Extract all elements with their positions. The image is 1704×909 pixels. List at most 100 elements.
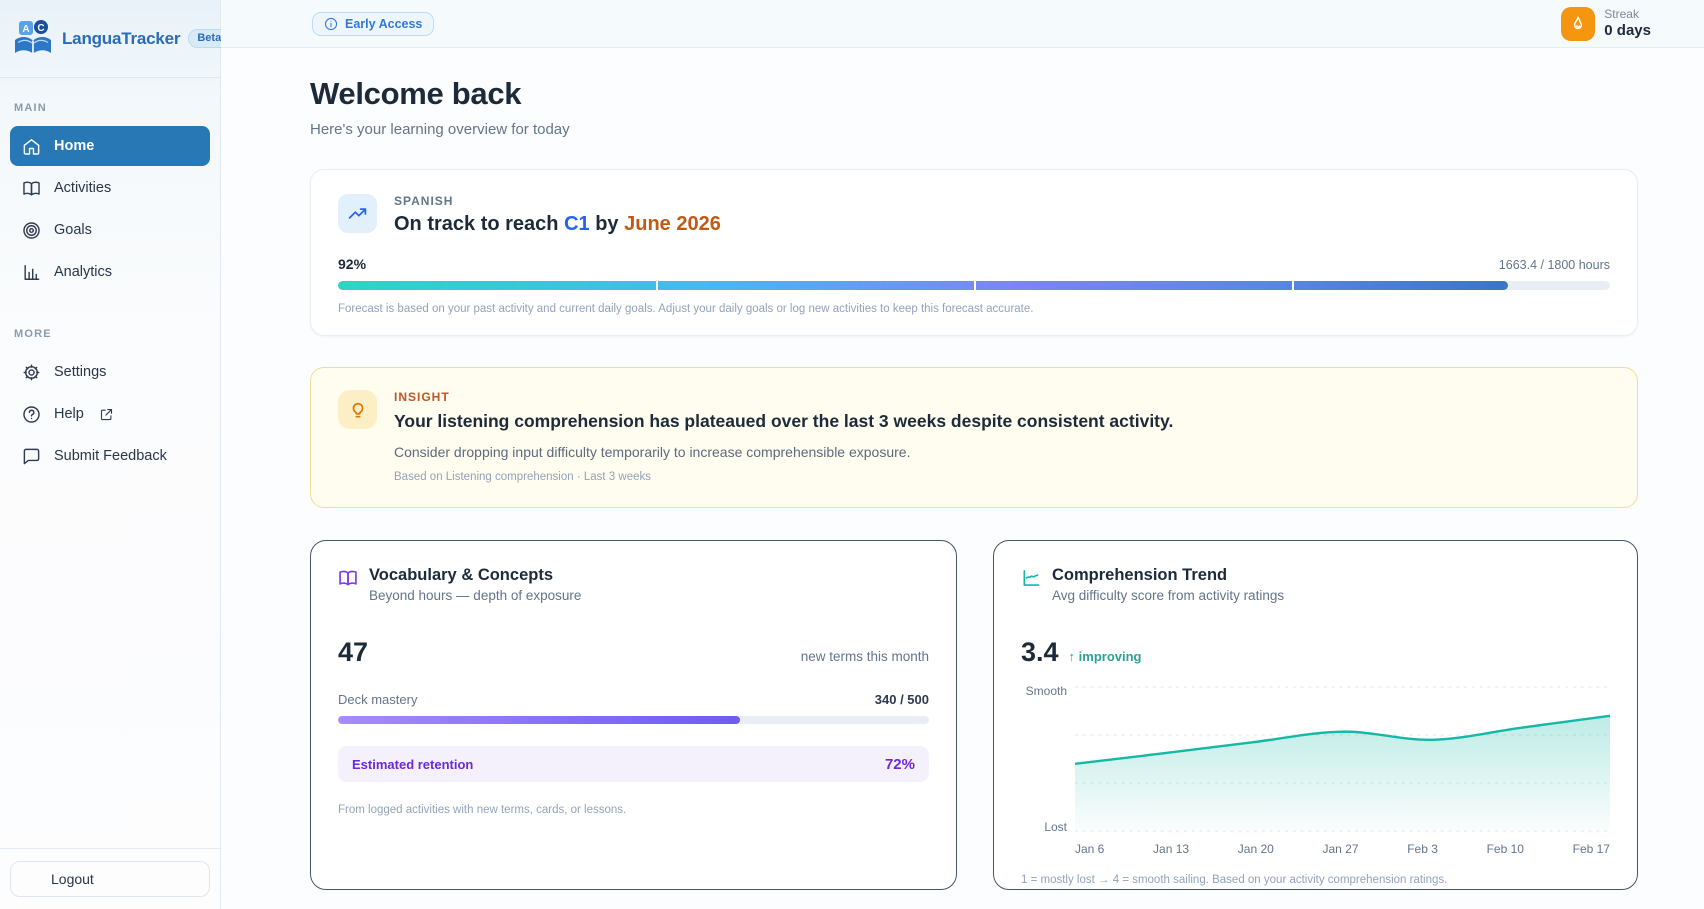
app-title: LanguaTracker [62,28,181,48]
trend-card: Comprehension Trend Avg difficulty score… [993,540,1638,890]
progress-separator [656,281,658,290]
line-chart-icon [1023,570,1040,586]
trend-chart-svg [1075,686,1610,832]
page-subtitle: Here's your learning overview for today [310,121,570,138]
forecast-percent: 92% [338,256,367,272]
early-access-badge[interactable]: Early Access [312,11,435,36]
vocab-subtitle: Beyond hours — depth of exposure [369,588,582,603]
forecast-progress-fill [338,281,1509,290]
streak-widget: Streak 0 days [1561,6,1651,41]
home-icon [23,138,40,155]
trend-chart: Smooth Lost [1021,684,1610,834]
forecast-headline: On track to reach C1 by June 2026 [394,213,721,236]
sidebar-item-label: Goals [54,222,92,238]
sidebar-item-label: Submit Feedback [54,448,167,464]
forecast-language: SPANISH [394,194,454,208]
vocab-title: Vocabulary & Concepts [369,566,553,584]
gear-icon [23,364,40,380]
sidebar-nav: MAIN Home Activities Goals Analytics MOR… [0,78,220,848]
nav-section-more: MORE [14,328,52,340]
sidebar-item-settings[interactable]: Settings [10,352,210,392]
y-axis-top-label: Smooth [1025,684,1067,698]
insight-source: Based on Listening comprehension · Last … [394,471,651,483]
x-tick-label: Jan 6 [1075,842,1105,856]
deck-mastery-label: Deck mastery [338,692,418,707]
sidebar-item-goals[interactable]: Goals [10,210,210,250]
main-content: Early Access Streak 0 days Welcome back … [221,0,1704,909]
sidebar: A C LanguaTracker Beta MAIN Home Activit… [0,0,231,909]
bar-chart-icon [24,264,40,280]
insight-headline: Your listening comprehension has plateau… [394,411,1174,431]
app-logo-icon: A C [12,18,54,60]
vocab-stat-value: 47 [338,637,369,667]
page-title: Welcome back [310,76,522,111]
insight-card: INSIGHT Your listening comprehension has… [310,367,1638,508]
flame-icon [1561,6,1596,41]
book-open-icon [23,181,40,196]
y-axis-bottom-label: Lost [1044,820,1067,834]
progress-separator [1292,281,1294,290]
forecast-level: C1 [564,213,590,235]
trend-title: Comprehension Trend [1052,566,1228,584]
deck-mastery-fill [338,716,740,724]
forecast-card: SPANISH On track to reach C1 by June 202… [310,169,1638,336]
trend-subtitle: Avg difficulty score from activity ratin… [1052,588,1285,603]
info-icon [324,17,338,30]
forecast-headline-prefix: On track to reach [394,213,559,235]
x-tick-label: Feb 3 [1407,842,1438,856]
external-link-icon [100,408,112,420]
x-axis-labels: Jan 6 Jan 13 Jan 20 Jan 27 Feb 3 Feb 10 Feb 17 [1075,842,1610,856]
page: Welcome back Here's your learning overvi… [221,48,1704,909]
sidebar-item-activities[interactable]: Activities [10,168,210,208]
progress-separator [974,281,976,290]
sidebar-item-label: Home [54,138,95,154]
logout-icon [23,871,40,888]
target-icon [23,221,40,239]
logout-label: Logout [51,871,94,887]
svg-text:C: C [37,23,44,34]
trend-stat-value: 3.4 [1021,637,1059,667]
x-tick-label: Feb 17 [1572,842,1610,856]
retention-label: Estimated retention [352,756,474,772]
forecast-headline-mid: by [595,213,619,235]
sidebar-item-help[interactable]: Help [10,394,210,434]
book-open-purple-icon [339,570,357,586]
trending-up-icon [338,194,377,233]
sidebar-item-submit-feedback[interactable]: Submit Feedback [10,436,210,476]
logo[interactable]: A C LanguaTracker Beta [0,0,231,78]
sidebar-item-label: Settings [54,364,107,380]
retention-box: Estimated retention 72% [338,746,929,782]
sidebar-item-label: Analytics [54,264,113,280]
vocab-footnote: From logged activities with new terms, c… [338,804,627,816]
x-tick-label: Jan 13 [1153,842,1190,856]
lightbulb-icon [338,390,377,429]
sidebar-item-label: Help [54,406,84,422]
deck-mastery-value: 340 / 500 [874,692,929,707]
trend-footnote: 1 = mostly lost → 4 = smooth sailing. Ba… [1021,874,1448,886]
sidebar-item-label: Activities [54,180,112,196]
trend-improving-tag: ↑ improving [1068,649,1142,664]
help-circle-icon [23,405,40,423]
forecast-progress-bar [338,281,1610,290]
message-square-icon [23,448,40,464]
streak-value: 0 days [1604,21,1651,39]
insight-suggestion: Consider dropping input difficulty tempo… [394,444,911,460]
forecast-note: Forecast is based on your past activity … [338,303,1034,315]
forecast-date: June 2026 [624,213,721,235]
sidebar-item-home[interactable]: Home [10,126,210,166]
logout-button[interactable]: Logout [10,861,210,897]
topbar: Early Access Streak 0 days [221,0,1704,48]
insight-label: INSIGHT [394,390,450,404]
nav-section-main: MAIN [14,102,47,114]
deck-mastery-bar [338,716,929,724]
sidebar-item-analytics[interactable]: Analytics [10,252,210,292]
retention-value: 72% [884,755,915,773]
streak-label: Streak [1604,6,1639,21]
x-tick-label: Jan 27 [1322,842,1359,856]
forecast-hours: 1663.4 / 1800 hours [1498,258,1610,272]
early-access-label: Early Access [345,16,423,31]
svg-text:A: A [22,24,29,35]
vocabulary-card: Vocabulary & Concepts Beyond hours — dep… [310,540,957,890]
vocab-stat-label: new terms this month [800,649,929,664]
x-tick-label: Feb 10 [1486,842,1524,856]
